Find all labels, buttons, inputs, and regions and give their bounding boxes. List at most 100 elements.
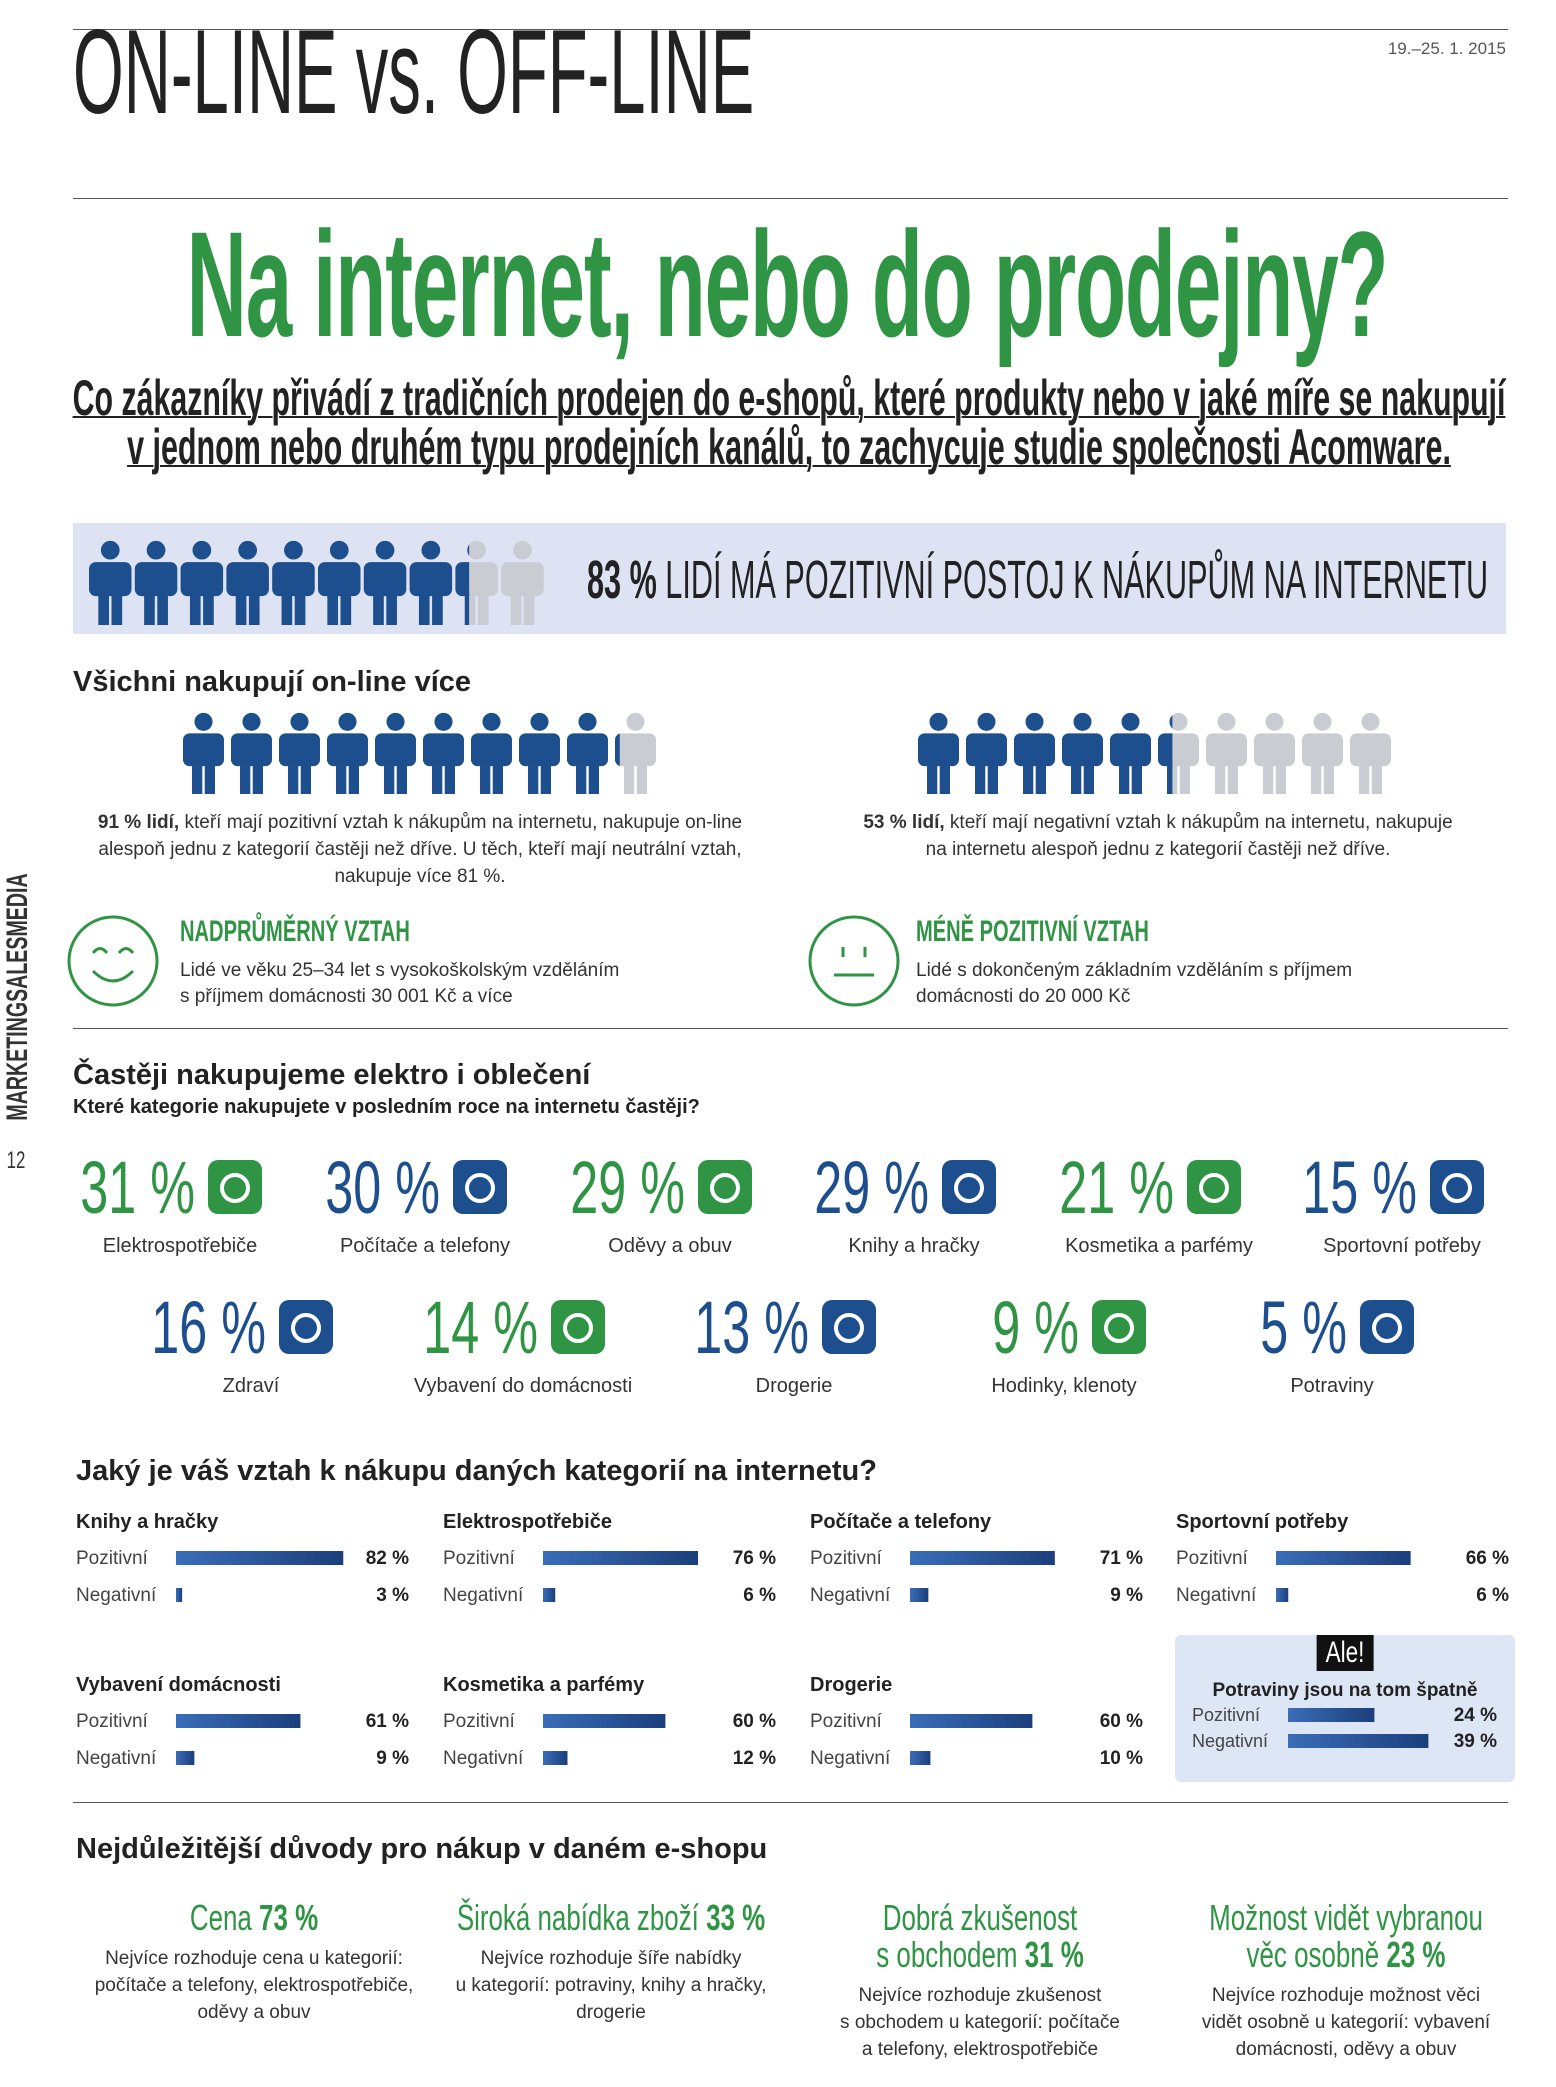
category-icon [551,1300,605,1354]
category-icon [1092,1300,1146,1354]
category-icon-detail [1442,1173,1472,1203]
person-leg [1359,761,1370,794]
reason-text-line: vidět osobně u kategorií: vybavení [1201,2011,1491,2033]
category-icon-detail [563,1313,593,1343]
person-leg [1323,761,1334,794]
row-value: 24 % [1453,1704,1497,1726]
category-percent: 15 % [1302,1146,1417,1229]
person-leg [492,761,503,794]
person-body [918,733,959,767]
note-title: Potraviny jsou na tom špatně [1212,1679,1478,1701]
person-body [375,733,416,767]
category-icon [942,1160,996,1214]
person-leg [111,591,123,625]
row-label: Negativní [1176,1584,1257,1606]
category-icon-detail [954,1173,984,1203]
category-icon [1430,1160,1484,1214]
reason-text-line: s obchodem u kategorií: počítače [840,2011,1120,2033]
category-icon [822,1300,876,1354]
top-rule [73,29,1508,30]
person-head [434,712,453,731]
person-head [578,712,597,731]
row-value: 9 % [376,1747,409,1769]
section-title: ON-LINE vs. OFF-LINE [73,5,755,139]
person-body [455,562,470,597]
person-leg [189,591,201,625]
reason-text-line: u kategorií: potraviny, knihy a hračky, [455,1974,767,1996]
reason-text-line: počítače a telefony, elektrospotřebiče, [94,1974,414,1996]
person-body [1014,733,1055,767]
person-body [1350,733,1391,767]
person-head [338,712,357,731]
person-body [519,733,560,767]
reason-title-text: Cena [189,1897,252,1938]
row-label: Pozitivní [810,1547,882,1569]
person-leg [1311,761,1322,794]
bar [176,1714,301,1728]
person-head [284,540,303,560]
reason-title: Dobrá zkušenost [882,1897,1078,1938]
category-percent: 13 % [694,1286,809,1369]
attitude-text-line: domácnosti do 20 000 Kč [916,985,1131,1007]
category-label: Drogerie [755,1375,833,1397]
category-icon [1360,1300,1414,1354]
person-leg [464,591,470,625]
person-head [375,540,395,560]
headline: Na internet, nebo do prodejny? [186,200,1389,368]
person-body [180,562,224,597]
bar [1276,1588,1289,1602]
group-text-line: nakupuje více 81 %. [334,865,506,887]
row-value: 60 % [1099,1710,1143,1732]
person-head [467,540,486,560]
person-leg [464,591,476,625]
row-label: Negativní [443,1584,524,1606]
row-label: Pozitivní [443,1710,515,1732]
category-percent: 5 % [1260,1286,1347,1369]
bar [910,1588,929,1602]
reason-percent: 73 % [259,1897,319,1938]
person-head [1313,712,1332,731]
row-label: Pozitivní [443,1547,515,1569]
row-value: 76 % [732,1547,776,1569]
person-head [1073,712,1092,731]
category-label: Počítače a telefony [339,1235,511,1257]
person-body [1302,733,1343,767]
person-head [1025,712,1044,731]
category-label: Oděvy a obuv [608,1235,732,1257]
bar [910,1714,1033,1728]
category-icon [279,1300,333,1354]
person-leg [927,761,938,794]
person-head [329,540,349,560]
subtitle-line: v jednom nebo druhém typu prodejních kan… [127,419,1451,475]
section-rule [73,1028,1508,1029]
people-row-share [89,540,470,625]
row-value: 82 % [365,1547,409,1569]
person-leg [144,591,155,625]
category-icon-detail [1199,1173,1229,1203]
category-icon-detail [220,1173,250,1203]
row-label: Pozitivní [76,1710,148,1732]
person-body [471,733,512,767]
block-title: Elektrospotřebiče [443,1511,612,1533]
reason-text-line: Nejvíce rozhoduje cena u kategorií: [105,1947,403,1969]
person-leg [203,591,214,625]
smiley-eye [91,947,109,954]
row-label: Pozitivní [1176,1547,1248,1569]
reason-percent: 23 % [1386,1934,1446,1975]
bar [176,1588,183,1602]
category-icon-detail [1104,1313,1134,1343]
person-leg [1083,761,1094,794]
person-leg [157,591,168,625]
category-percent: 16 % [151,1286,266,1369]
person-body [615,733,656,767]
person-leg [1035,761,1046,794]
person-leg [1071,761,1082,794]
category-percent: 29 % [814,1146,929,1229]
row-value: 71 % [1099,1547,1143,1569]
reason-title: Cena 73 % [190,1900,318,1936]
section-heading: Jaký je váš vztah k nákupu daných katego… [76,1454,877,1487]
person-leg [987,761,998,794]
person-leg [300,761,311,794]
block-title: Kosmetika a parfémy [443,1674,645,1696]
block-title: Počítače a telefony [810,1511,992,1533]
